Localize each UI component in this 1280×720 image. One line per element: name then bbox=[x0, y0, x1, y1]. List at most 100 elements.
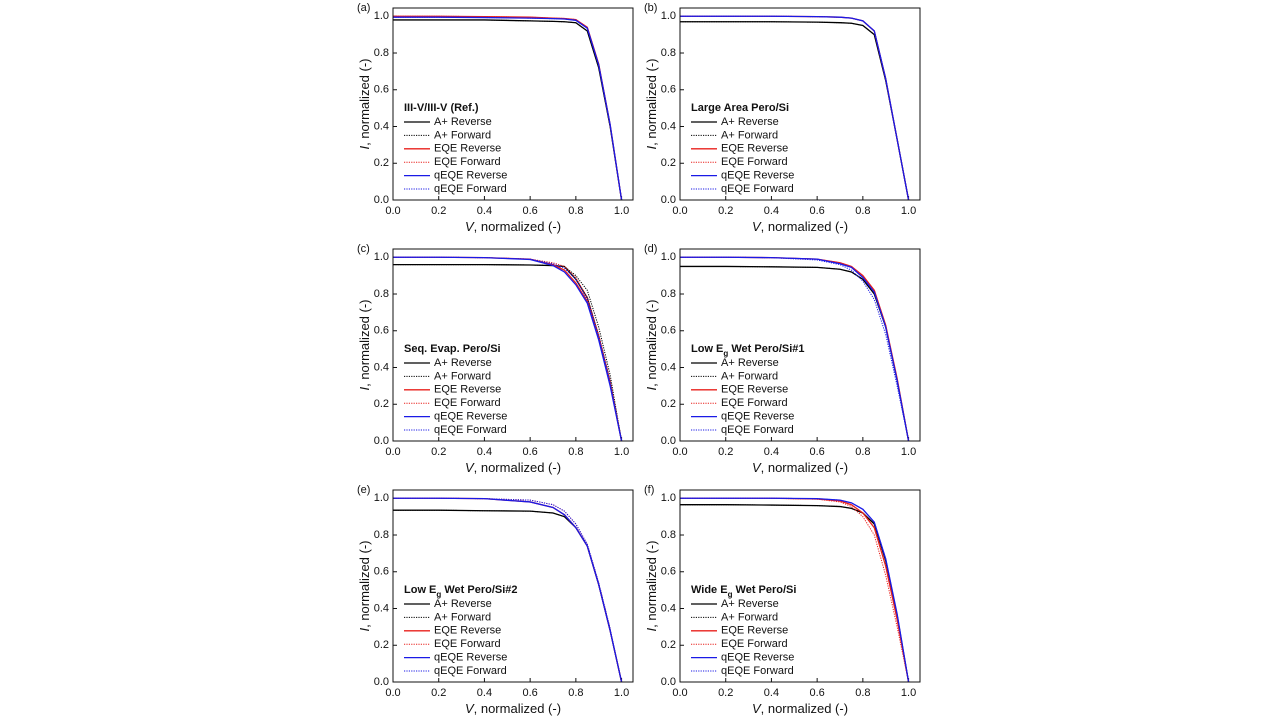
text-part: , normalized (-) bbox=[644, 58, 659, 145]
y-tick-label: 0.2 bbox=[661, 398, 676, 410]
text-part: V bbox=[465, 701, 475, 716]
x-tick-label: 0.2 bbox=[431, 205, 446, 217]
series-line bbox=[680, 497, 910, 682]
x-tick-label: 0.8 bbox=[855, 205, 870, 217]
panel-label: (c) bbox=[357, 243, 370, 255]
panel-label: (a) bbox=[357, 2, 370, 14]
y-tick-label: 0.0 bbox=[661, 435, 676, 447]
x-tick-label: 0.6 bbox=[522, 446, 537, 458]
y-tick-label: 0.8 bbox=[374, 529, 389, 541]
x-tick-label: 1.0 bbox=[614, 687, 629, 699]
legend-label: qEQE Forward bbox=[721, 183, 794, 195]
legend-label: qEQE Forward bbox=[434, 424, 507, 436]
text-part: , normalized (-) bbox=[761, 219, 848, 234]
x-axis-label: V, normalized (-) bbox=[752, 219, 848, 234]
plot-lines bbox=[680, 497, 910, 682]
y-tick-label: 0.4 bbox=[661, 602, 676, 614]
legend-label: qEQE Reverse bbox=[434, 170, 507, 182]
legend-label: EQE Forward bbox=[434, 638, 501, 650]
text-part: V bbox=[752, 701, 762, 716]
y-tick-label: 1.0 bbox=[661, 251, 676, 263]
text-part: g bbox=[723, 349, 728, 358]
text-part: Seq. Evap. Pero/Si bbox=[404, 343, 501, 355]
panel-label: (f) bbox=[644, 484, 654, 496]
y-axis-label: I, normalized (-) bbox=[357, 299, 372, 390]
x-tick-label: 0.4 bbox=[477, 446, 492, 458]
y-tick-label: 0.4 bbox=[661, 361, 676, 373]
legend-label: EQE Reverse bbox=[434, 143, 501, 155]
text-part: I bbox=[357, 146, 372, 150]
legend-label: EQE Reverse bbox=[434, 625, 501, 637]
legend-label: EQE Forward bbox=[434, 397, 501, 409]
y-tick-label: 0.8 bbox=[374, 288, 389, 300]
series-line bbox=[680, 15, 910, 200]
y-tick-label: 1.0 bbox=[374, 492, 389, 504]
text-part: V bbox=[752, 460, 762, 475]
legend-label: A+ Forward bbox=[721, 611, 778, 623]
legend-label: EQE Forward bbox=[721, 397, 788, 409]
legend-label: A+ Reverse bbox=[434, 598, 492, 610]
x-tick-label: 1.0 bbox=[614, 446, 629, 458]
text-part: Wide E bbox=[691, 584, 728, 596]
x-tick-label: 0.0 bbox=[385, 205, 400, 217]
x-tick-label: 0.2 bbox=[431, 687, 446, 699]
x-tick-label: 0.4 bbox=[764, 205, 779, 217]
y-tick-label: 0.0 bbox=[661, 676, 676, 688]
plot-lines bbox=[680, 15, 910, 200]
y-tick-label: 0.4 bbox=[374, 361, 389, 373]
legend-label: qEQE Reverse bbox=[721, 411, 794, 423]
y-tick-label: 0.6 bbox=[661, 325, 676, 337]
legend-label: A+ Reverse bbox=[721, 598, 779, 610]
x-tick-label: 0.8 bbox=[855, 446, 870, 458]
legend-label: EQE Forward bbox=[721, 156, 788, 168]
x-tick-label: 0.2 bbox=[718, 446, 733, 458]
x-tick-label: 1.0 bbox=[614, 205, 629, 217]
y-axis-label: I, normalized (-) bbox=[644, 540, 659, 631]
x-tick-label: 1.0 bbox=[901, 446, 916, 458]
legend-label: qEQE Forward bbox=[721, 665, 794, 677]
x-axis-label: V, normalized (-) bbox=[465, 701, 561, 716]
legend-label: A+ Reverse bbox=[721, 116, 779, 128]
plot-frame bbox=[392, 489, 634, 683]
y-tick-label: 0.8 bbox=[661, 288, 676, 300]
y-axis-label: I, normalized (-) bbox=[644, 58, 659, 149]
text-part: , normalized (-) bbox=[644, 540, 659, 627]
y-tick-label: 0.0 bbox=[661, 194, 676, 206]
y-tick-label: 1.0 bbox=[661, 492, 676, 504]
x-tick-label: 0.0 bbox=[385, 446, 400, 458]
y-tick-label: 0.6 bbox=[374, 325, 389, 337]
y-tick-label: 0.2 bbox=[661, 157, 676, 169]
text-part: , normalized (-) bbox=[761, 701, 848, 716]
legend-label: A+ Forward bbox=[434, 129, 491, 141]
panel: (c) 0.0 0.2 0.4 0.6 0.8 1.0 0.0 0.2 0.4 0.6 0.8 1.0 V… bbox=[357, 243, 634, 475]
legend-label: A+ Reverse bbox=[721, 357, 779, 369]
text-part: Wet Pero/Si bbox=[732, 584, 796, 596]
y-tick-label: 0.0 bbox=[374, 435, 389, 447]
legend-title: Seq. Evap. Pero/Si bbox=[404, 343, 501, 355]
y-tick-label: 0.4 bbox=[374, 602, 389, 614]
plot-lines bbox=[680, 256, 910, 441]
y-tick-label: 0.8 bbox=[661, 529, 676, 541]
text-part: V bbox=[465, 460, 475, 475]
legend-label: A+ Forward bbox=[434, 370, 491, 382]
text-part: III-V/III-V (Ref.) bbox=[404, 102, 479, 114]
y-tick-label: 0.2 bbox=[374, 398, 389, 410]
x-tick-label: 0.8 bbox=[568, 446, 583, 458]
x-tick-label: 0.8 bbox=[855, 687, 870, 699]
legend-label: A+ Reverse bbox=[434, 116, 492, 128]
x-tick-label: 0.4 bbox=[764, 446, 779, 458]
text-part: I bbox=[644, 387, 659, 391]
text-part: I bbox=[644, 146, 659, 150]
legend-title: Low Eg Wet Pero/Si#2 bbox=[404, 584, 518, 599]
legend-title: Low Eg Wet Pero/Si#1 bbox=[691, 343, 805, 358]
legend-title: Wide Eg Wet Pero/Si bbox=[691, 584, 796, 599]
x-tick-label: 0.6 bbox=[522, 687, 537, 699]
text-part: Large Area Pero/Si bbox=[691, 102, 789, 114]
legend-label: A+ Forward bbox=[721, 370, 778, 382]
y-tick-label: 1.0 bbox=[374, 10, 389, 22]
x-axis-label: V, normalized (-) bbox=[465, 219, 561, 234]
y-tick-label: 1.0 bbox=[374, 251, 389, 263]
plot-frame bbox=[392, 7, 634, 201]
text-part: g bbox=[436, 590, 441, 599]
